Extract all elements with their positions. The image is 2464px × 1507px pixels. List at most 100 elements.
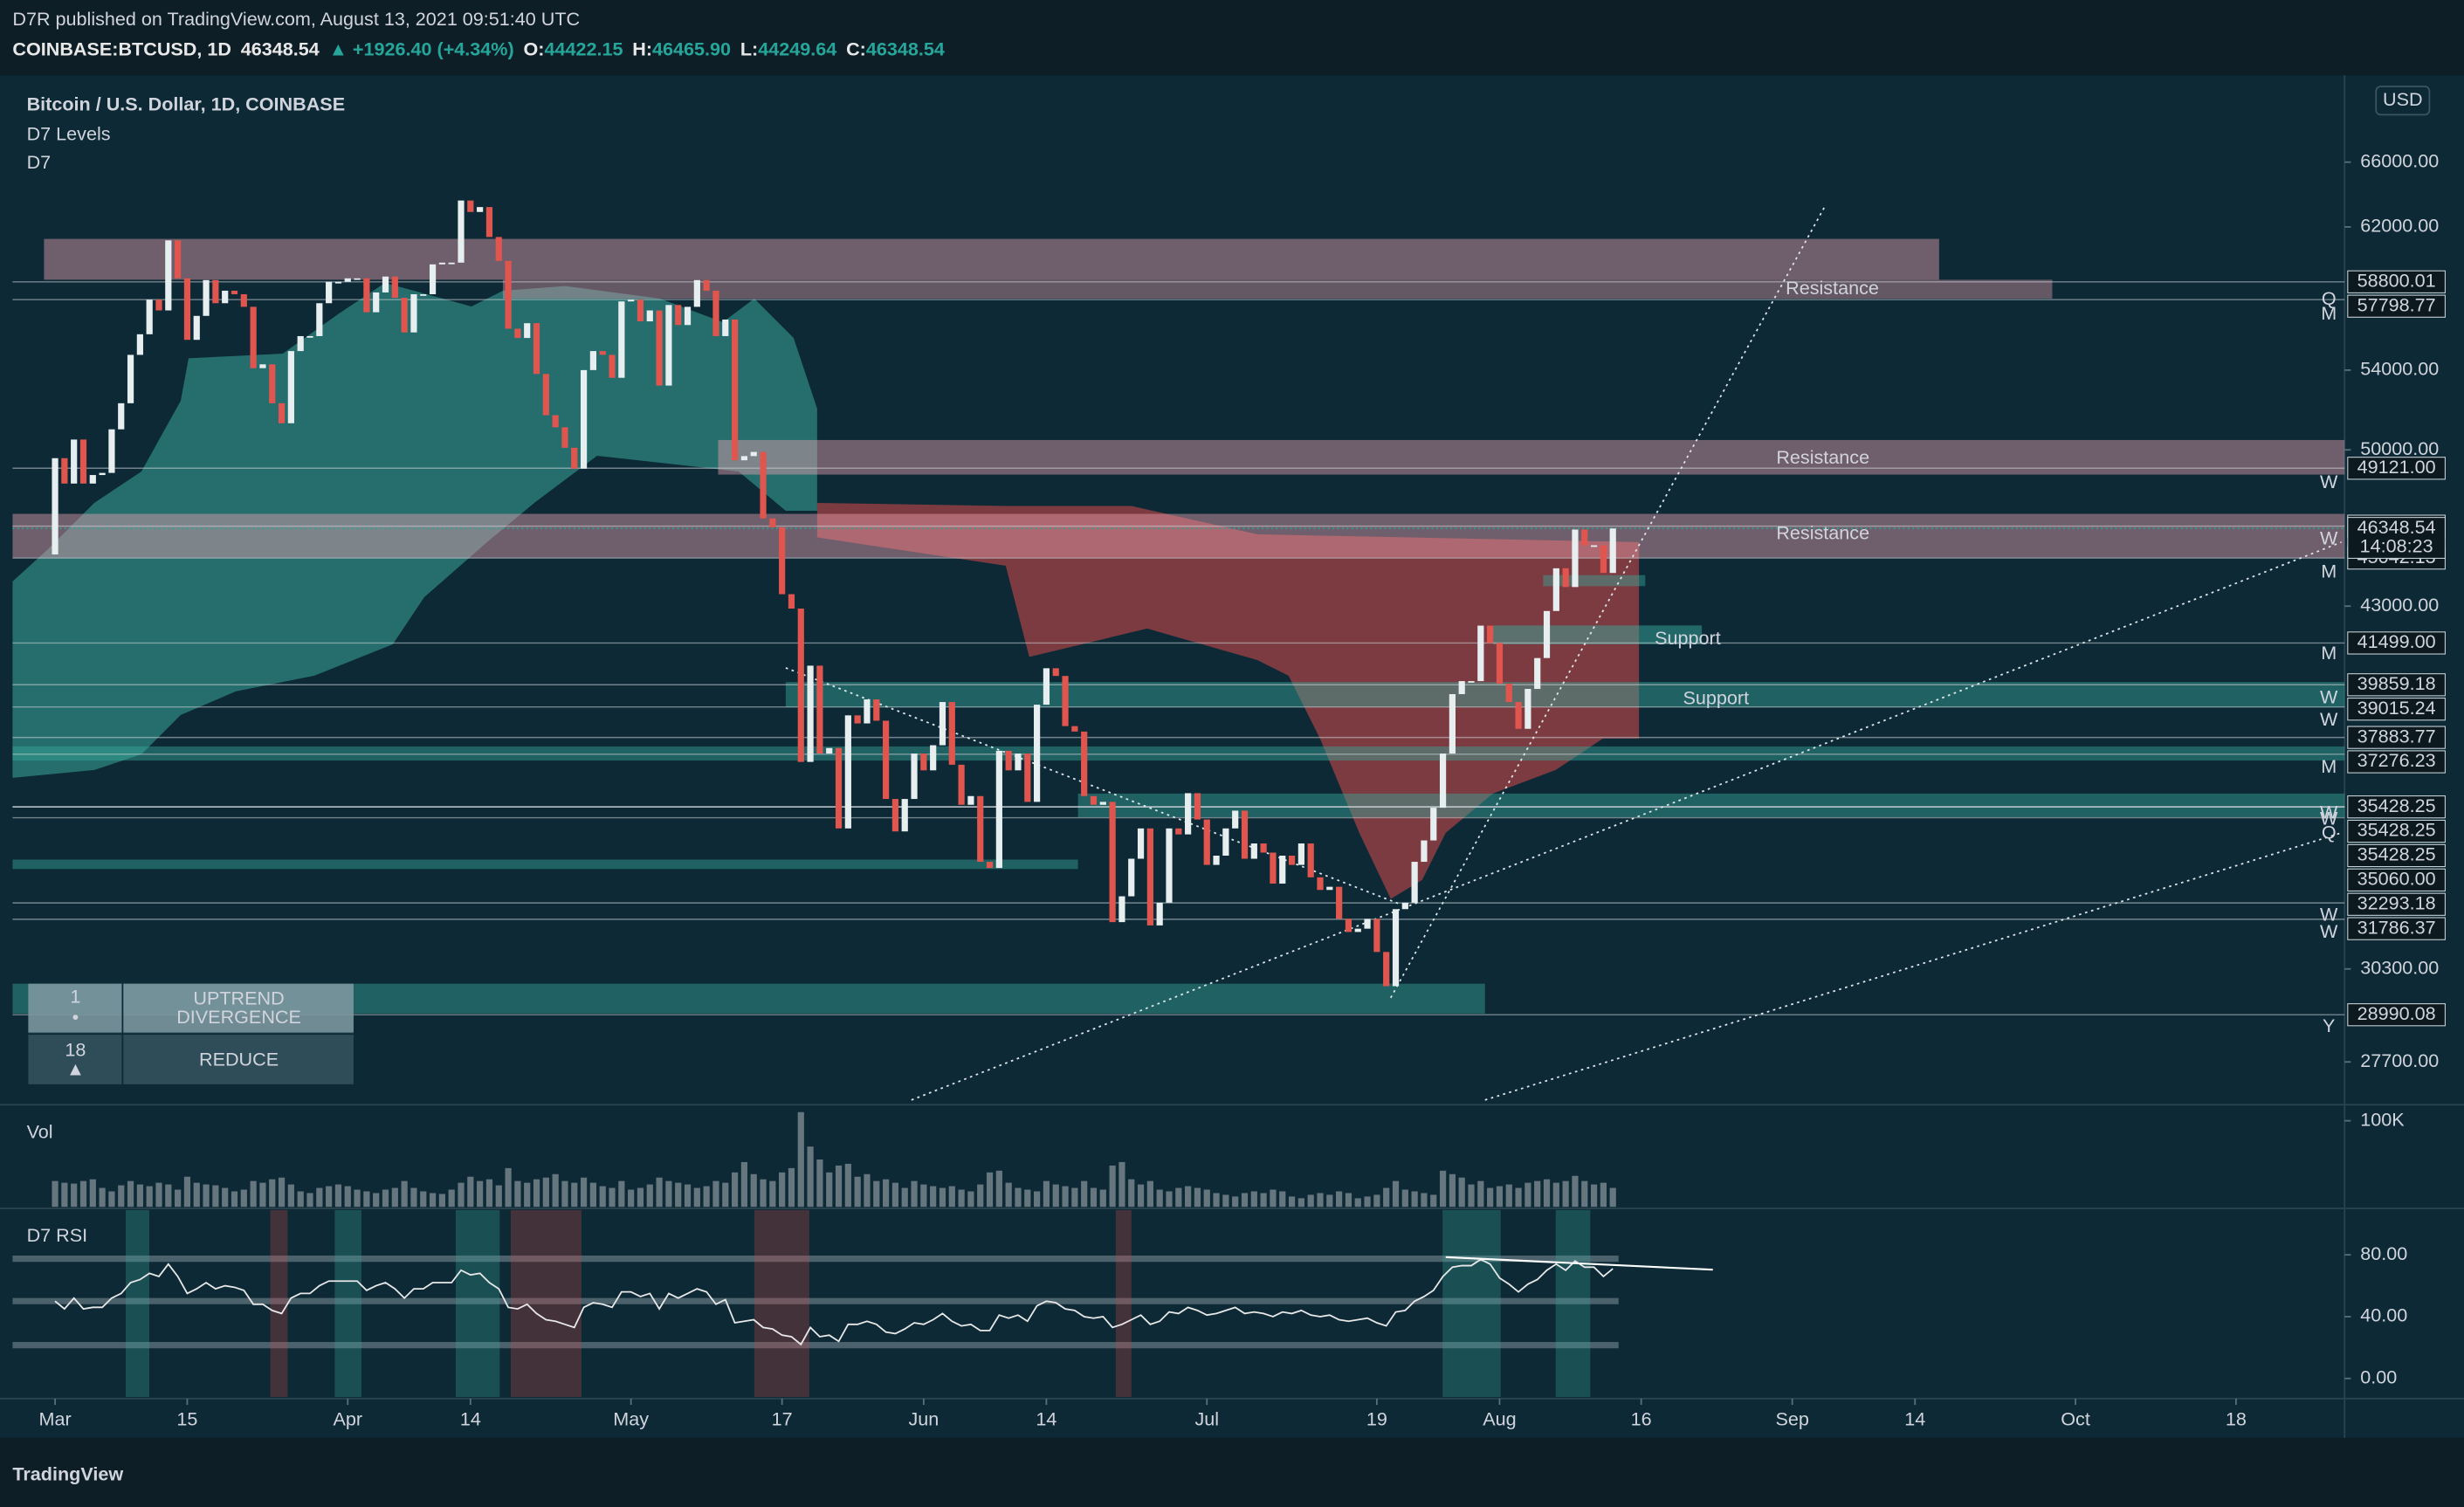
candle <box>958 764 965 805</box>
countdown: 14:08:23 <box>2360 535 2433 557</box>
header-field: C: <box>846 38 866 59</box>
x-tick-label: 14 <box>1904 1408 1925 1430</box>
candle <box>1185 793 1192 835</box>
volume-bar <box>495 1185 502 1208</box>
x-tick-label: Jul <box>1194 1408 1219 1430</box>
candle <box>552 415 559 428</box>
volume-bar <box>89 1179 96 1208</box>
y-tick-label: 0.00 <box>2360 1366 2397 1387</box>
volume-bar <box>967 1191 974 1208</box>
candle <box>712 290 719 336</box>
volume-bar <box>637 1187 644 1208</box>
volume-bar <box>580 1177 588 1208</box>
candle <box>891 799 899 832</box>
volume-bar <box>854 1176 861 1208</box>
volume-bar <box>1487 1187 1494 1208</box>
candle <box>401 298 408 333</box>
volume-bar <box>1090 1187 1098 1208</box>
volume-bar <box>1279 1191 1286 1208</box>
volume-bar <box>1166 1191 1173 1208</box>
candle <box>155 299 162 311</box>
candle <box>873 699 880 721</box>
candle <box>883 720 890 800</box>
volume-bar <box>1439 1170 1447 1208</box>
volume-bar <box>1232 1196 1239 1208</box>
volume-bar <box>1421 1193 1428 1208</box>
candle <box>703 279 710 291</box>
table-row <box>28 983 354 1033</box>
indicator-name: D7 <box>27 151 52 173</box>
candle <box>1364 919 1371 929</box>
zone <box>12 746 2345 761</box>
candle <box>1279 855 1286 884</box>
candle <box>864 699 871 724</box>
volume-bar <box>1005 1182 1012 1208</box>
volume-bar <box>363 1191 370 1208</box>
price-label-box <box>2347 1003 2446 1027</box>
volume-bar <box>826 1172 833 1208</box>
candle <box>89 475 96 484</box>
candle <box>1326 886 1333 891</box>
candle <box>118 403 125 430</box>
volume-bar <box>203 1184 210 1208</box>
candle <box>297 335 304 352</box>
level-tag: W <box>2320 686 2338 708</box>
volume-bar <box>1401 1189 1408 1208</box>
candle <box>429 264 437 295</box>
zone <box>12 513 2345 558</box>
volume-bar <box>1411 1191 1418 1208</box>
volume-bar <box>1288 1196 1296 1208</box>
candle <box>354 278 361 280</box>
volume-bar <box>183 1176 191 1208</box>
volume-bar <box>769 1180 776 1208</box>
price-label-box <box>2347 750 2446 774</box>
candle <box>183 278 191 341</box>
price-label-box <box>2347 726 2446 749</box>
volume-bar <box>1525 1182 1531 1208</box>
volume-bar <box>1543 1179 1551 1208</box>
candle <box>287 351 294 423</box>
candle <box>628 299 635 302</box>
volume-bar <box>1156 1189 1163 1208</box>
candle <box>1175 828 1182 835</box>
candle <box>835 747 843 829</box>
candle <box>1288 855 1296 865</box>
volume-bar <box>240 1189 247 1208</box>
candle <box>477 207 484 212</box>
x-tick-label: 18 <box>2226 1408 2247 1430</box>
volume-bar <box>155 1182 162 1208</box>
level-tag: W <box>2320 802 2338 823</box>
zone <box>718 439 2345 475</box>
candle <box>1071 726 1078 732</box>
zone-label: Resistance <box>1776 522 1869 544</box>
volume-bar <box>193 1182 200 1208</box>
y-tick-label: 66000.00 <box>2360 149 2439 171</box>
volume-bar <box>948 1186 955 1208</box>
currency-badge[interactable] <box>2375 86 2431 116</box>
price-label-box <box>2347 917 2446 940</box>
header-field: 46348.54 <box>866 38 945 59</box>
volume-bar <box>986 1172 994 1208</box>
volume-bar <box>1034 1191 1041 1208</box>
x-tick-label: Apr <box>333 1408 362 1430</box>
volume-bar <box>1175 1187 1182 1208</box>
candle <box>901 799 908 832</box>
volume-bar <box>958 1189 965 1208</box>
volume-bar <box>1297 1198 1304 1208</box>
volume-bar <box>656 1177 663 1208</box>
pane-title: Vol <box>27 1120 53 1142</box>
volume-bar <box>136 1184 143 1208</box>
candle <box>203 279 210 316</box>
candle <box>854 715 861 724</box>
volume-bar <box>1468 1184 1475 1208</box>
candle <box>1099 802 1106 805</box>
volume-bar <box>995 1170 1002 1208</box>
candle <box>524 323 531 339</box>
candle <box>240 294 247 307</box>
price-label: 35428.25 <box>2357 843 2436 865</box>
volume-bar <box>561 1180 568 1208</box>
volume-bar <box>911 1180 918 1208</box>
candle <box>571 447 578 469</box>
candle <box>1505 684 1512 703</box>
candle <box>1600 545 1607 574</box>
